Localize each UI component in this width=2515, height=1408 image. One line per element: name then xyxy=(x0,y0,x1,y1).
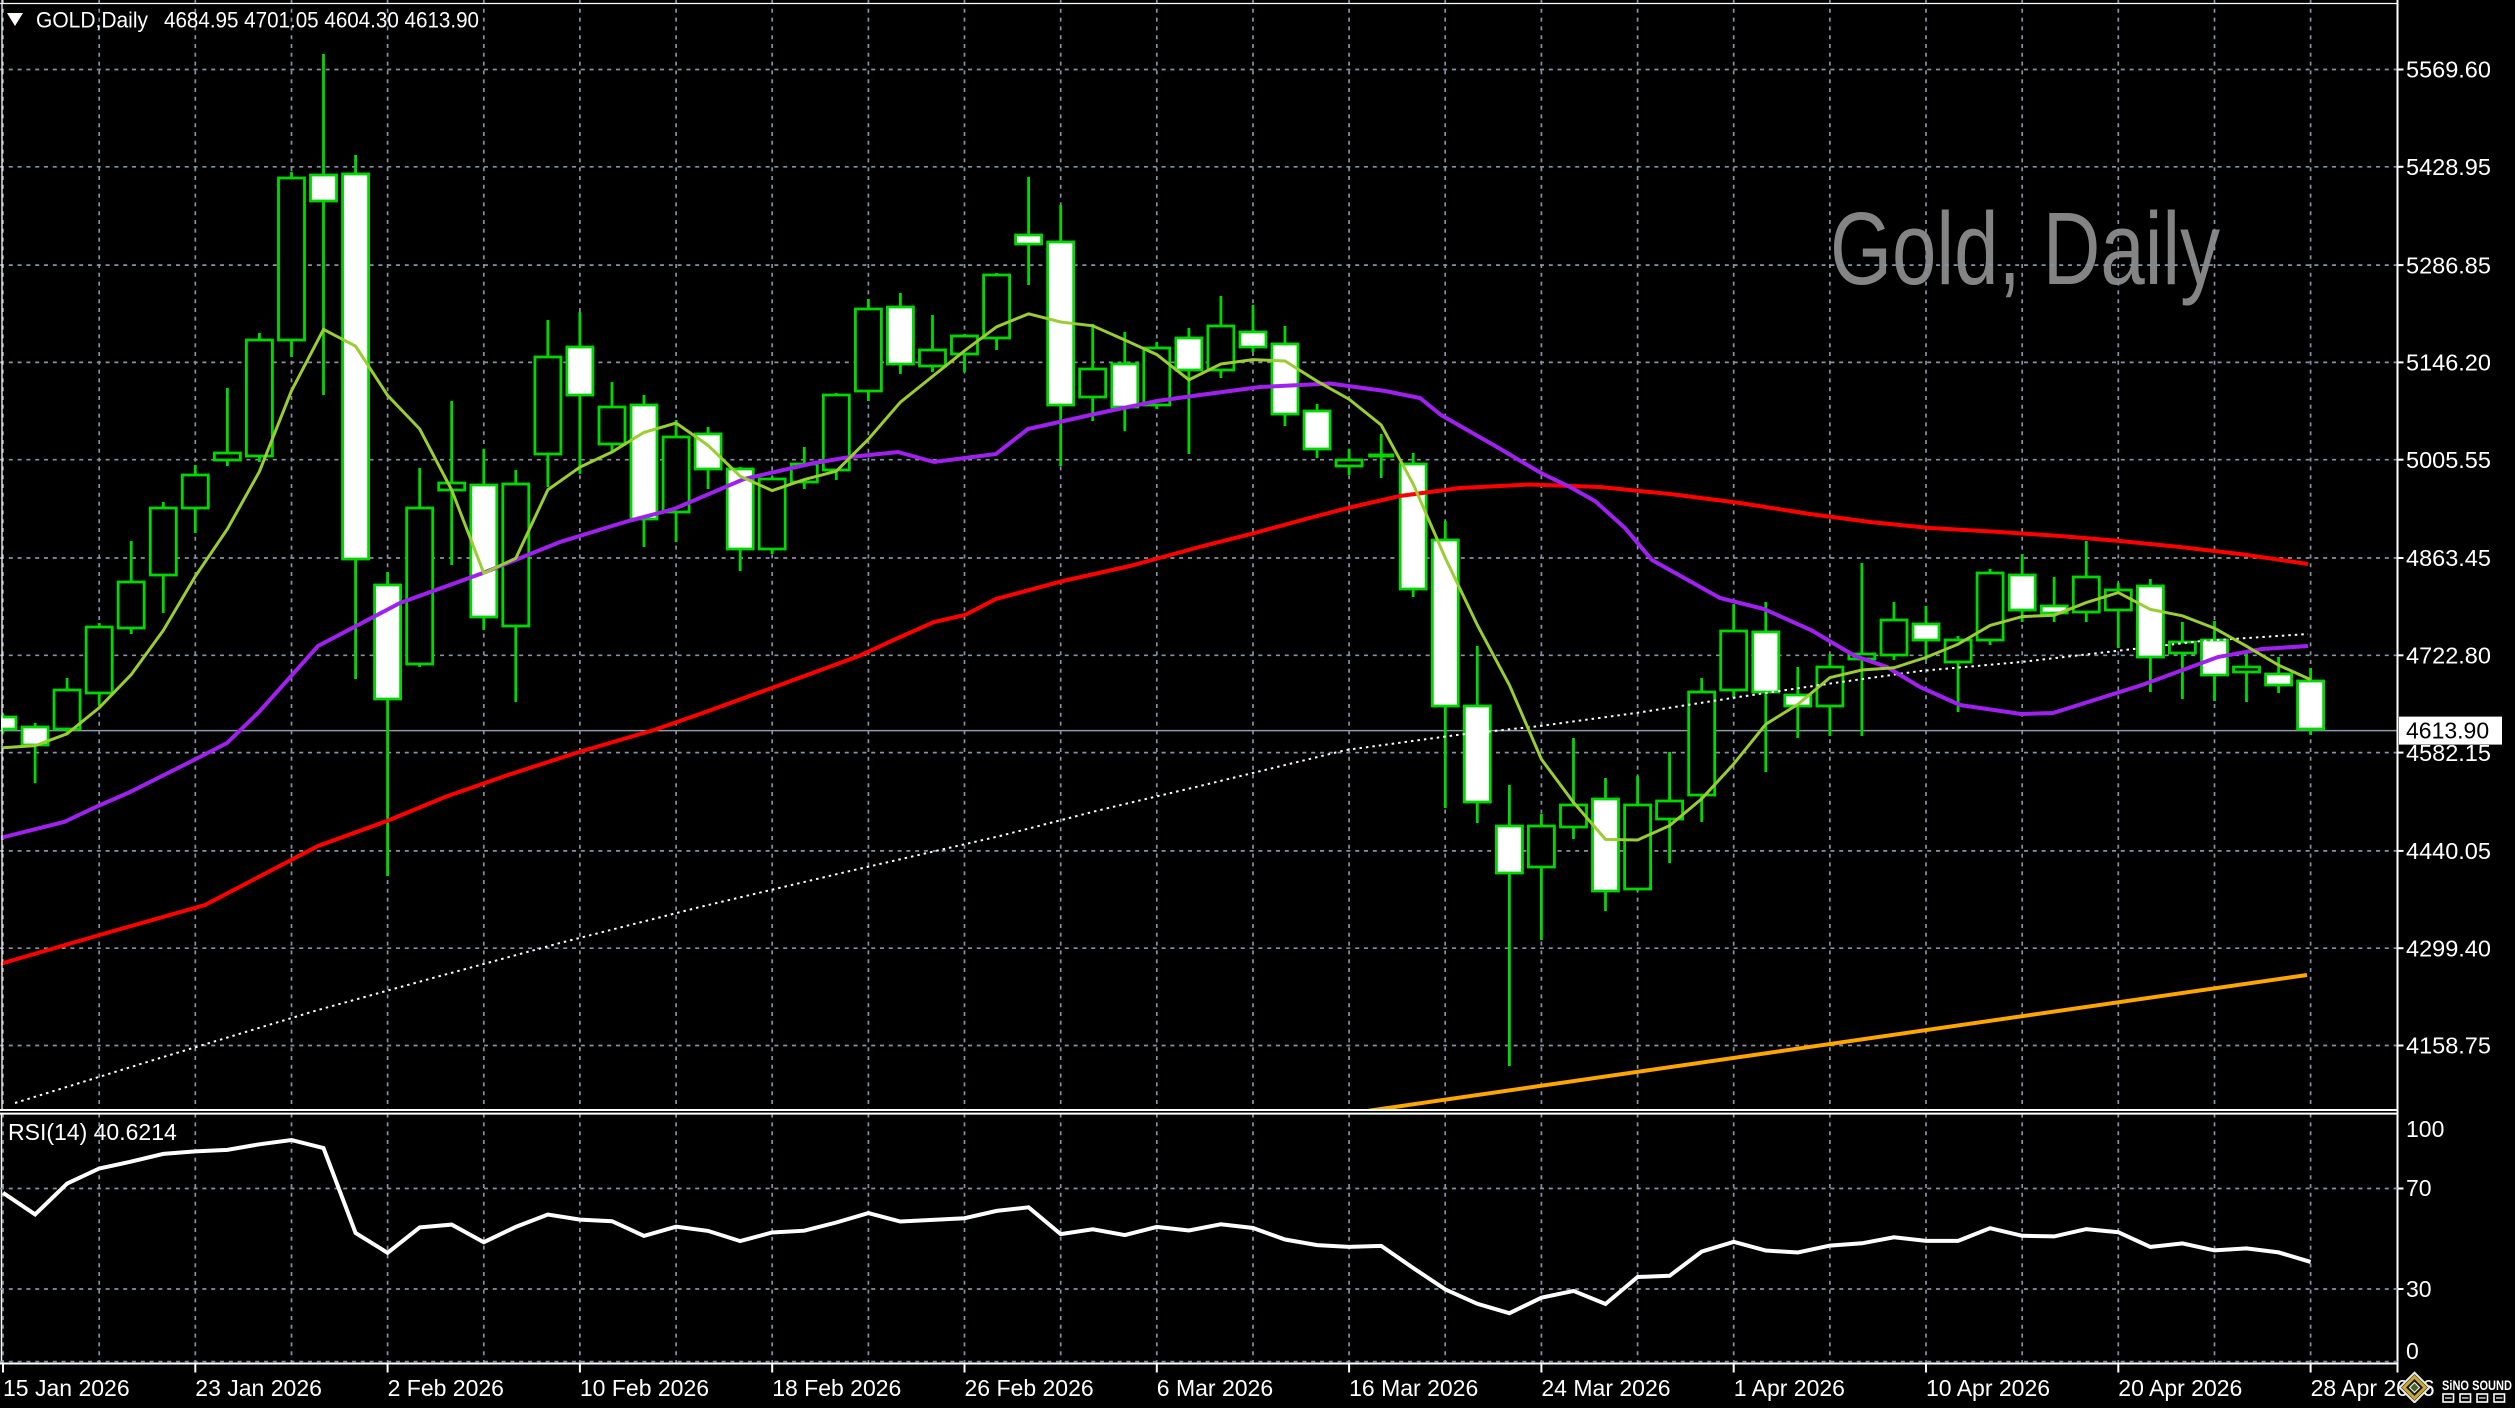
svg-text:5569.60: 5569.60 xyxy=(2406,57,2491,83)
svg-text:5428.95: 5428.95 xyxy=(2406,154,2491,180)
svg-text:26 Feb 2026: 26 Feb 2026 xyxy=(965,1375,1094,1401)
svg-text:20 Apr 2026: 20 Apr 2026 xyxy=(2118,1375,2242,1401)
svg-text:10 Feb 2026: 10 Feb 2026 xyxy=(580,1375,709,1401)
svg-text:100: 100 xyxy=(2406,1116,2444,1142)
svg-text:SiNO SOUND: SiNO SOUND xyxy=(2442,1378,2512,1393)
svg-text:GOLD,Daily: GOLD,Daily xyxy=(36,8,148,33)
svg-text:10 Apr 2026: 10 Apr 2026 xyxy=(1926,1375,2050,1401)
svg-text:24 Mar 2026: 24 Mar 2026 xyxy=(1541,1375,1670,1401)
svg-text:30: 30 xyxy=(2406,1276,2432,1302)
svg-text:4684.95 4701.05 4604.30 4613.9: 4684.95 4701.05 4604.30 4613.90 xyxy=(164,8,479,33)
svg-text:1 Apr 2026: 1 Apr 2026 xyxy=(1734,1375,1845,1401)
svg-text:Gold, Daily: Gold, Daily xyxy=(1830,191,2220,306)
svg-text:4158.75: 4158.75 xyxy=(2406,1033,2491,1059)
svg-text:23 Jan 2026: 23 Jan 2026 xyxy=(195,1375,322,1401)
svg-text:16 Mar 2026: 16 Mar 2026 xyxy=(1349,1375,1478,1401)
svg-text:18 Feb 2026: 18 Feb 2026 xyxy=(772,1375,901,1401)
svg-text:5286.85: 5286.85 xyxy=(2406,252,2491,278)
svg-text:5146.20: 5146.20 xyxy=(2406,350,2491,376)
svg-text:RSI(14) 40.6214: RSI(14) 40.6214 xyxy=(8,1119,177,1145)
svg-text:70: 70 xyxy=(2406,1175,2432,1201)
svg-text:4863.45: 4863.45 xyxy=(2406,545,2491,571)
svg-text:4613.90: 4613.90 xyxy=(2406,718,2489,744)
svg-text:4299.40: 4299.40 xyxy=(2406,935,2491,961)
svg-text:15 Jan 2026: 15 Jan 2026 xyxy=(3,1375,130,1401)
svg-text:4722.80: 4722.80 xyxy=(2406,643,2491,669)
svg-text:6 Mar 2026: 6 Mar 2026 xyxy=(1157,1375,1273,1401)
svg-text:4440.05: 4440.05 xyxy=(2406,838,2491,864)
svg-text:2 Feb 2026: 2 Feb 2026 xyxy=(388,1375,504,1401)
svg-text:5005.55: 5005.55 xyxy=(2406,447,2491,473)
svg-text:0: 0 xyxy=(2406,1338,2419,1364)
